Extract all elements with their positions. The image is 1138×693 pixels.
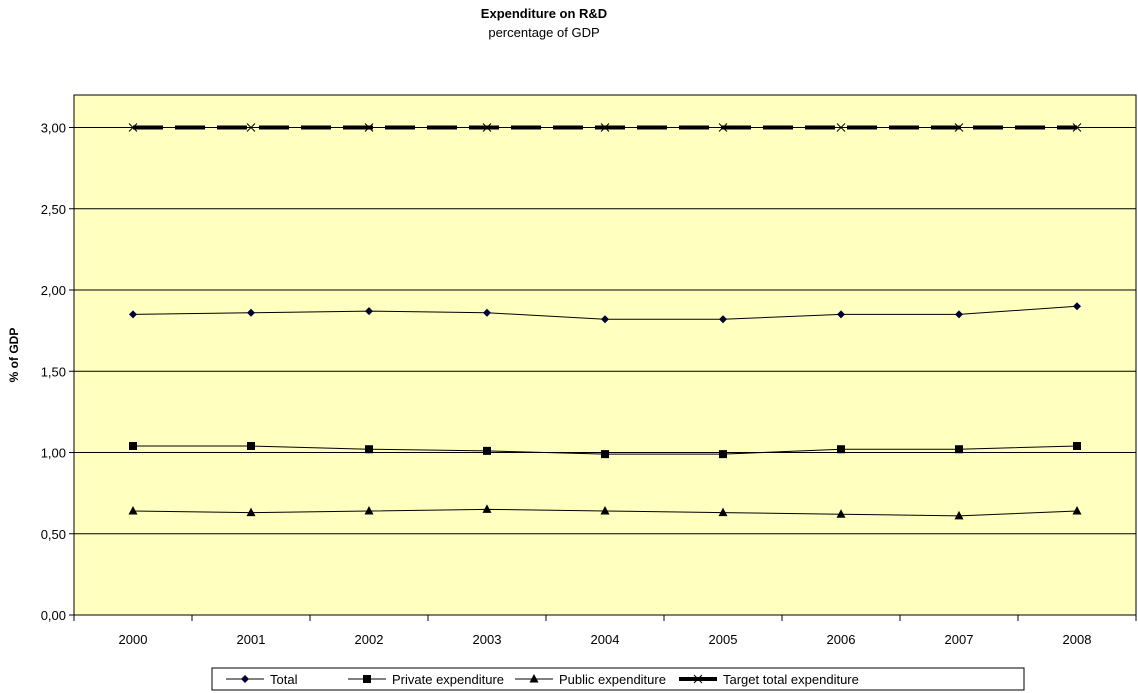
series-3-point [954,123,964,132]
legend: Total Private expenditure Public expenditu… [211,667,1025,691]
series-3-point [836,123,846,132]
y-axis-label: % of GDP [7,328,21,383]
x-tick-label: 2002 [355,632,384,647]
series-1-point [1073,442,1081,450]
x-tick-label: 2003 [473,632,502,647]
series-2-point [246,507,256,517]
series-3-point [1072,123,1082,132]
series-1-point [365,445,373,454]
legend-label-3: Target total expenditure [723,672,859,687]
y-tick-label: 3,00 [41,121,66,136]
x-tick-label: 2005 [709,632,738,647]
x-tick-label: 2000 [119,632,148,647]
series-1-point [601,450,609,459]
series-1-point [247,442,255,450]
series-0-point [1073,302,1081,311]
legend-marker-3 [693,674,703,684]
legend-label-1: Private expenditure [392,672,504,687]
chart-title: Expenditure on R&D [481,6,607,21]
series-1-point [483,446,491,455]
legend-box [211,667,1025,691]
plot-area [73,94,1137,616]
series-0-point [247,308,255,317]
series-2-point [482,504,492,513]
y-tick-label: 0,50 [41,527,66,542]
series-0-point [837,310,845,319]
x-tick-label: 2001 [237,632,266,647]
legend-marker-1 [363,675,371,683]
y-tick-label: 2,00 [41,283,66,298]
x-tick-label: 2007 [945,632,974,647]
legend-marker-2 [529,674,539,683]
y-tick-label: 0,00 [41,608,66,623]
series-3-point [600,123,610,132]
x-tick-label: 2004 [591,632,620,647]
x-tick-label: 2006 [827,632,856,647]
series-2-point [1072,506,1082,515]
series-0-point [601,315,609,324]
series-2-point [718,507,728,517]
legend-label-0: Total [270,672,298,687]
series-2-point [600,506,610,515]
y-tick-label: 1,00 [41,446,66,461]
series-3-point [128,123,138,132]
series-0-point [365,307,373,316]
series-2-point [836,509,846,518]
series-1-point [837,445,845,454]
series-0-point [483,308,491,317]
y-tick-label: 2,50 [41,202,66,217]
x-tick-label: 2008 [1063,632,1092,647]
series-2-point [954,510,964,520]
series-2-point [364,506,374,515]
series-0-point [129,310,137,319]
series-3-point [482,123,492,132]
chart-subtitle: percentage of GDP [488,25,599,40]
y-tick-label: 1,50 [41,364,66,379]
series-0-point [719,315,727,324]
series-1-point [129,442,137,450]
legend-label-2: Public expenditure [559,672,666,687]
series-1-point [955,445,963,454]
series-3-point [246,123,256,132]
series-3-point [364,123,374,132]
series-2-point [128,506,138,515]
series-0-point [955,310,963,319]
series-layer [128,123,1082,520]
axes: 0,00 0,50 1,00 1,50 2,00 2,50 3,00 2000 2001 2002… [41,121,1137,647]
series-3-point [718,123,728,132]
legend-marker-0 [241,675,249,683]
series-1-point [719,450,727,459]
